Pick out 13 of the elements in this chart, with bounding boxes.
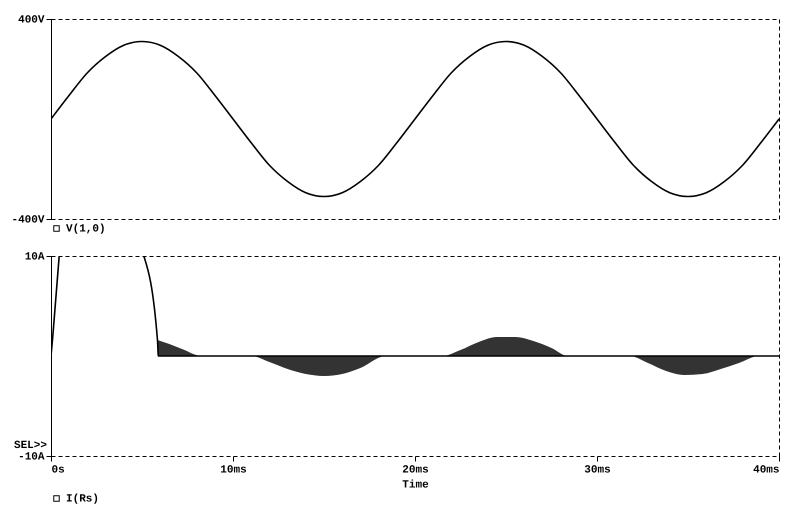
y-tick-label: -400V [11,214,45,226]
y-tick-label: 400V [18,14,45,26]
y-tick-label: 10A [24,252,45,264]
legend-label: V(1,0) [66,224,106,236]
x-tick-label: 10ms [220,464,247,476]
legend-label: I(Rs) [66,494,100,506]
x-tick-label: 30ms [584,464,611,476]
text: SEL>> [14,440,48,452]
x-tick-label: 40ms [753,464,780,476]
x-tick-label: 20ms [402,464,429,476]
y-tick-label: -10A [18,452,45,464]
x-axis-title: Time [402,480,430,492]
x-tick-label: 0s [52,464,65,476]
